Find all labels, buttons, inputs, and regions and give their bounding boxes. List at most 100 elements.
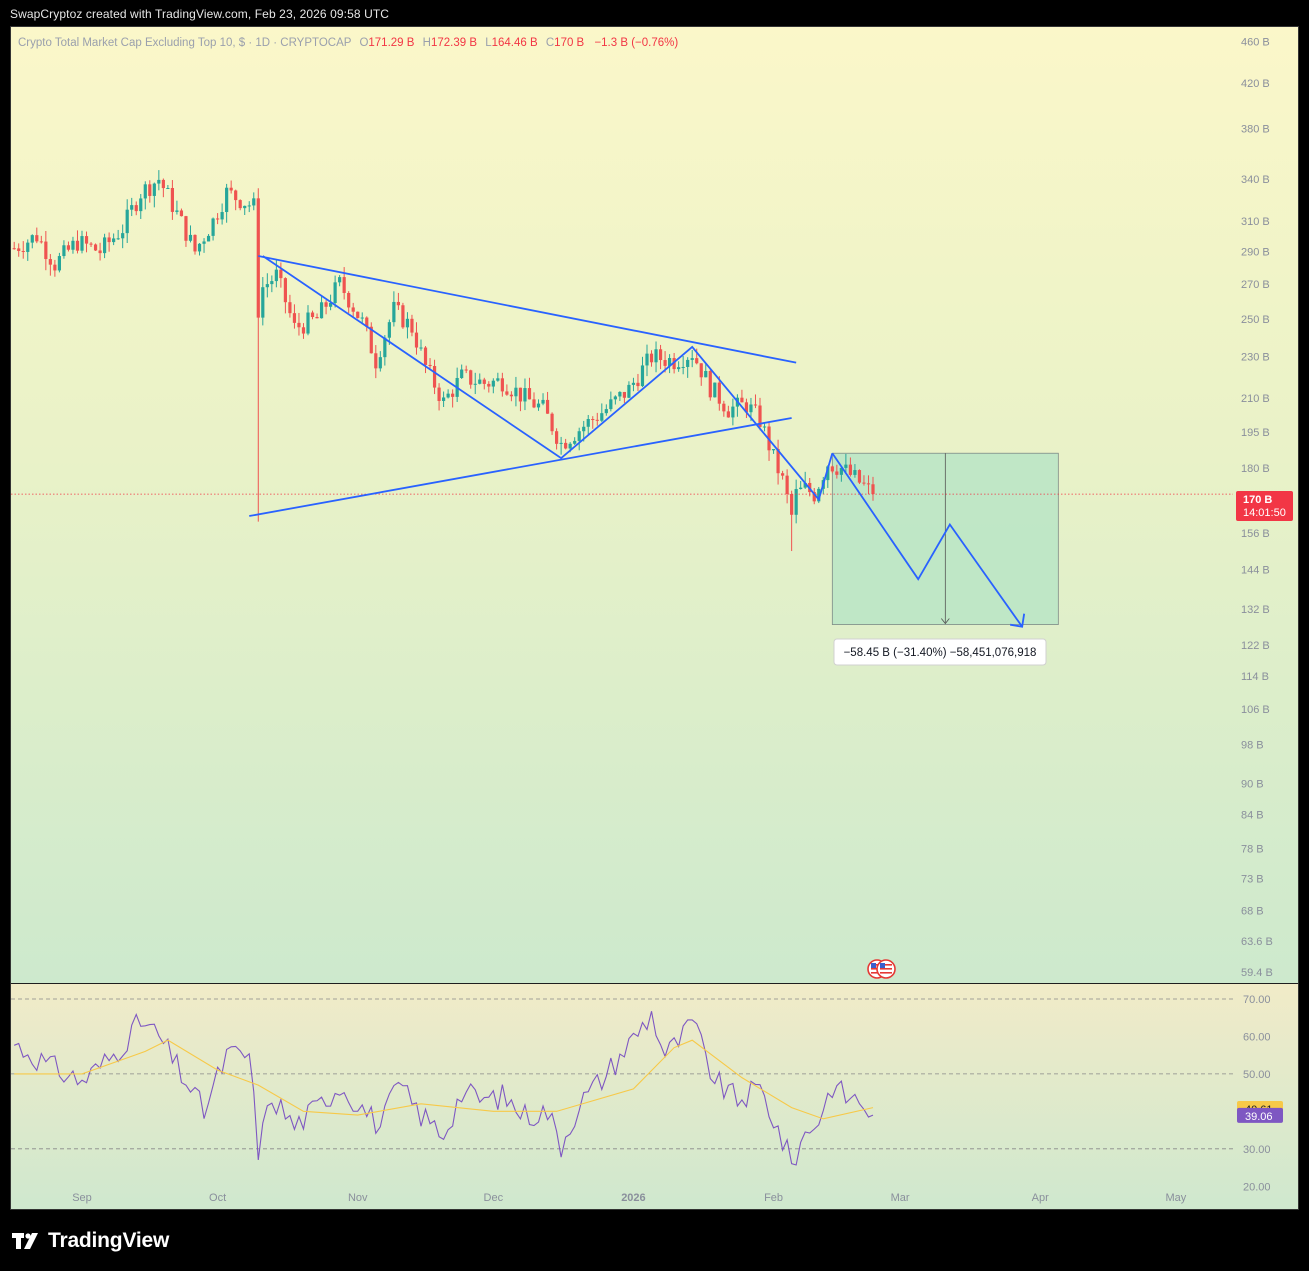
us-flag-event-icon[interactable] xyxy=(867,959,896,979)
rsi-pane-bg xyxy=(11,984,1298,1209)
candle-body xyxy=(762,426,767,428)
candle-body xyxy=(744,402,749,413)
candle-body xyxy=(451,393,455,397)
candle-body xyxy=(699,363,703,378)
candle-body xyxy=(618,391,622,397)
candle-body xyxy=(410,318,414,333)
candle-body xyxy=(179,210,184,217)
candle-body xyxy=(509,394,513,397)
candle-body xyxy=(636,382,640,387)
candle-body xyxy=(396,301,400,306)
pattern-drawings[interactable] xyxy=(249,255,1026,628)
candle-body xyxy=(717,382,721,404)
candle-body xyxy=(640,365,645,387)
candle-body xyxy=(595,419,599,421)
candle-body xyxy=(157,179,161,184)
candle-body xyxy=(776,449,780,474)
candle-body xyxy=(405,318,410,328)
candle-body xyxy=(857,470,862,483)
tradingview-logo[interactable]: TradingView xyxy=(12,1229,169,1253)
candle-body xyxy=(555,431,559,444)
zigzag-path[interactable] xyxy=(262,255,834,502)
candle-body xyxy=(360,317,364,319)
candle-body xyxy=(568,443,572,449)
candle-body xyxy=(44,241,48,260)
candle-body xyxy=(252,198,256,206)
legend-low: 164.46 B xyxy=(492,37,538,49)
candle-body xyxy=(347,292,351,308)
candle-body xyxy=(817,488,821,502)
chart-legend: Crypto Total Market Cap Excluding Top 10… xyxy=(18,37,678,49)
candle-body xyxy=(758,405,762,427)
candle-body xyxy=(668,358,672,366)
candle-body xyxy=(80,236,84,251)
candle-body xyxy=(541,399,545,404)
price-tick-label: 180 B xyxy=(1241,463,1270,475)
candle-body xyxy=(478,379,482,384)
legend-close: 170 B xyxy=(554,37,584,49)
candle-body xyxy=(830,466,834,472)
candle-body xyxy=(103,237,107,254)
candle-body xyxy=(39,241,43,243)
rsi-value-badge xyxy=(1237,1107,1283,1123)
candle-body xyxy=(306,312,310,334)
rsi-indicator xyxy=(11,998,1233,1166)
candle-body xyxy=(812,492,816,502)
candle-body xyxy=(292,313,297,323)
candle-body xyxy=(645,353,649,366)
candle-body xyxy=(401,305,405,328)
chart-canvas[interactable]: 460 B 420 B 380 B 340 B 310 B 290 B 270 B 250 B… xyxy=(11,27,1298,1209)
price-tick-label: 420 B xyxy=(1241,78,1270,90)
candle-body xyxy=(771,449,776,451)
candle-body xyxy=(57,256,61,271)
candle-body xyxy=(871,484,875,495)
candle-body xyxy=(392,301,396,323)
triangle-lower-trendline[interactable] xyxy=(249,417,792,517)
candle-body xyxy=(848,464,852,475)
time-axis[interactable]: Sep Oct Nov Dec 2026 Feb Mar Apr May xyxy=(72,1192,1187,1204)
candle-body xyxy=(170,188,174,212)
candle-body xyxy=(577,431,581,441)
candle-body xyxy=(785,475,789,495)
price-axis[interactable]: 460 B 420 B 380 B 340 B 310 B 290 B 270 B 250 B… xyxy=(1241,37,1273,980)
price-tick-label: 380 B xyxy=(1241,123,1270,135)
candle-body xyxy=(310,312,315,318)
candle-body xyxy=(351,307,355,312)
candle-body xyxy=(514,387,518,397)
candle-body xyxy=(365,317,369,327)
candle-body xyxy=(862,482,866,484)
candle-body xyxy=(649,353,654,363)
candle-body xyxy=(794,489,798,515)
chart-frame[interactable]: 460 B 420 B 380 B 340 B 310 B 290 B 270 B 250 B… xyxy=(10,26,1299,1210)
candle-body xyxy=(564,442,568,449)
candle-body xyxy=(550,413,554,432)
legend-open: 171.29 B xyxy=(368,37,414,49)
candle-body xyxy=(690,358,694,360)
candle-body xyxy=(116,238,120,240)
rsi-tick-label: 60.00 xyxy=(1243,1031,1271,1043)
projection-arrowhead[interactable] xyxy=(1010,613,1026,628)
price-tick-label: 230 B xyxy=(1241,352,1270,364)
candle-body xyxy=(342,277,346,293)
candle-body xyxy=(270,281,274,285)
price-tick-label: 122 B xyxy=(1241,640,1270,652)
candle-body xyxy=(12,248,16,250)
candle-body xyxy=(143,184,147,199)
price-tick-label: 63.6 B xyxy=(1241,936,1273,948)
time-tick-label: Oct xyxy=(209,1192,226,1204)
candle-body xyxy=(505,391,509,395)
candle-body xyxy=(66,245,71,250)
target-zone[interactable] xyxy=(831,452,1059,625)
candle-body xyxy=(654,349,658,363)
time-tick-label: Mar xyxy=(891,1192,910,1204)
measure-label-box[interactable]: −58.45 B (−31.40%) −58,451,076,918 xyxy=(833,638,1047,666)
candle-body xyxy=(175,210,179,212)
candle-body xyxy=(274,269,278,282)
price-tick-label: 310 B xyxy=(1241,216,1270,228)
candle-body xyxy=(487,383,491,387)
triangle-upper-trendline[interactable] xyxy=(258,255,797,364)
candle-body xyxy=(573,440,577,444)
projection-path[interactable] xyxy=(831,452,1023,628)
rsi-tick-label: 20.00 xyxy=(1243,1181,1271,1193)
